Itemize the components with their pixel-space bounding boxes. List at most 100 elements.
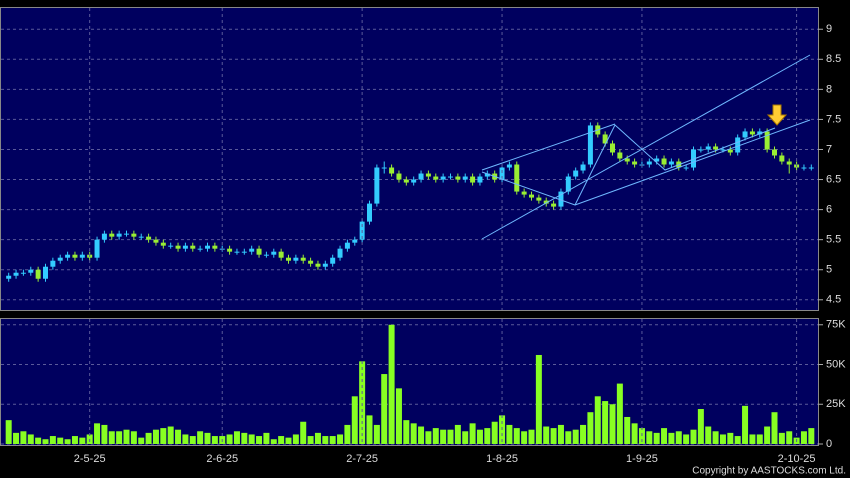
candle-body [440,176,446,180]
candle-body [35,269,41,279]
trend-line [481,123,616,171]
x-tick-label: 2-5-25 [74,453,106,465]
volume-bar [233,431,240,444]
candle-body [116,233,122,237]
candle-body [727,149,733,153]
volume-bar [690,429,697,444]
candle-body [381,167,387,169]
candle-body [536,197,542,201]
volume-bar [123,429,130,444]
volume-bar [602,401,609,444]
candle-body [50,260,56,267]
volume-bar [366,415,373,444]
candle-body [315,263,321,267]
candle-body [646,161,652,165]
candle-body [190,245,196,249]
volume-bar [432,428,439,444]
candle-body [13,272,19,276]
volume-bar [734,436,741,444]
candle-body [499,167,505,180]
volume-bar [778,432,785,444]
candle-body [286,257,291,261]
candle-body [146,236,152,240]
volume-bar [94,423,101,444]
y-tick-label: 25K [826,398,846,410]
candle-body [20,272,26,274]
candle-body [624,158,630,162]
candle-body [735,137,741,153]
volume-bar [440,429,447,444]
trend-lines [481,54,811,240]
volume-bar [344,424,351,444]
volume-bar [138,437,145,444]
x-tick-label: 2-7-25 [346,453,378,465]
candle-body [425,173,431,177]
volume-bar [565,431,572,444]
candle-body [241,251,247,253]
volume-bar [57,437,64,444]
x-tick-label: 2-10-25 [778,453,816,465]
volume-bar [454,424,461,444]
y-tick-label: 7.5 [826,113,841,125]
volume-bar [197,431,204,444]
volume-bar [616,383,623,444]
candle-body [182,245,188,249]
volume-bar [204,432,211,444]
candle-body [153,239,159,243]
candle-body [124,233,129,235]
candle-body [300,257,306,261]
candle-body [543,200,549,204]
candle-body [175,245,181,249]
volume-bar [609,404,616,444]
candle-body [764,131,770,150]
y-tick-label: 5 [826,264,832,276]
candle-body [94,239,100,258]
volume-bar [646,431,653,444]
y-tick-label: 4.5 [826,294,841,306]
volume-bar [580,424,587,444]
candle-body [57,257,63,261]
candle-body [617,152,623,159]
volume-bar [484,428,491,444]
candle-body [212,245,218,249]
candle-body [455,176,461,180]
volume-bar [786,431,793,444]
trend-line [481,54,811,240]
y-tick-label: 8.5 [826,53,841,65]
candle-body [772,149,777,156]
candle-body [263,254,269,256]
candle-body [580,164,586,171]
candle-body [205,245,210,249]
candle-body [713,146,719,150]
candle-body [79,254,85,258]
volume-bar [13,432,20,444]
volume-bar [683,434,690,444]
candle-body [602,134,608,144]
volume-bar [719,434,726,444]
volume-bar [226,434,233,444]
volume-bar [727,432,734,444]
volume-panel [0,318,819,446]
candle-body [477,176,483,183]
volume-bar [270,439,277,444]
trend-line [574,119,811,206]
y-tick-label: 50K [826,358,846,370]
candle-body [448,176,453,178]
volume-bar [359,361,366,444]
candle-body [249,248,255,252]
volume-bar [322,436,329,444]
candle-body [168,245,174,247]
y-tick-label: 5.5 [826,234,841,246]
y-tick-label: 7 [826,143,832,155]
candle-body [558,191,564,207]
volume-bar [712,431,719,444]
arrow [766,104,788,126]
candle-body [131,233,137,237]
candle-body [367,203,372,222]
candle-body [705,146,711,150]
volume-bar [152,429,159,444]
candle-body [234,251,240,253]
candle-body [101,233,107,240]
candle-body [506,164,512,168]
